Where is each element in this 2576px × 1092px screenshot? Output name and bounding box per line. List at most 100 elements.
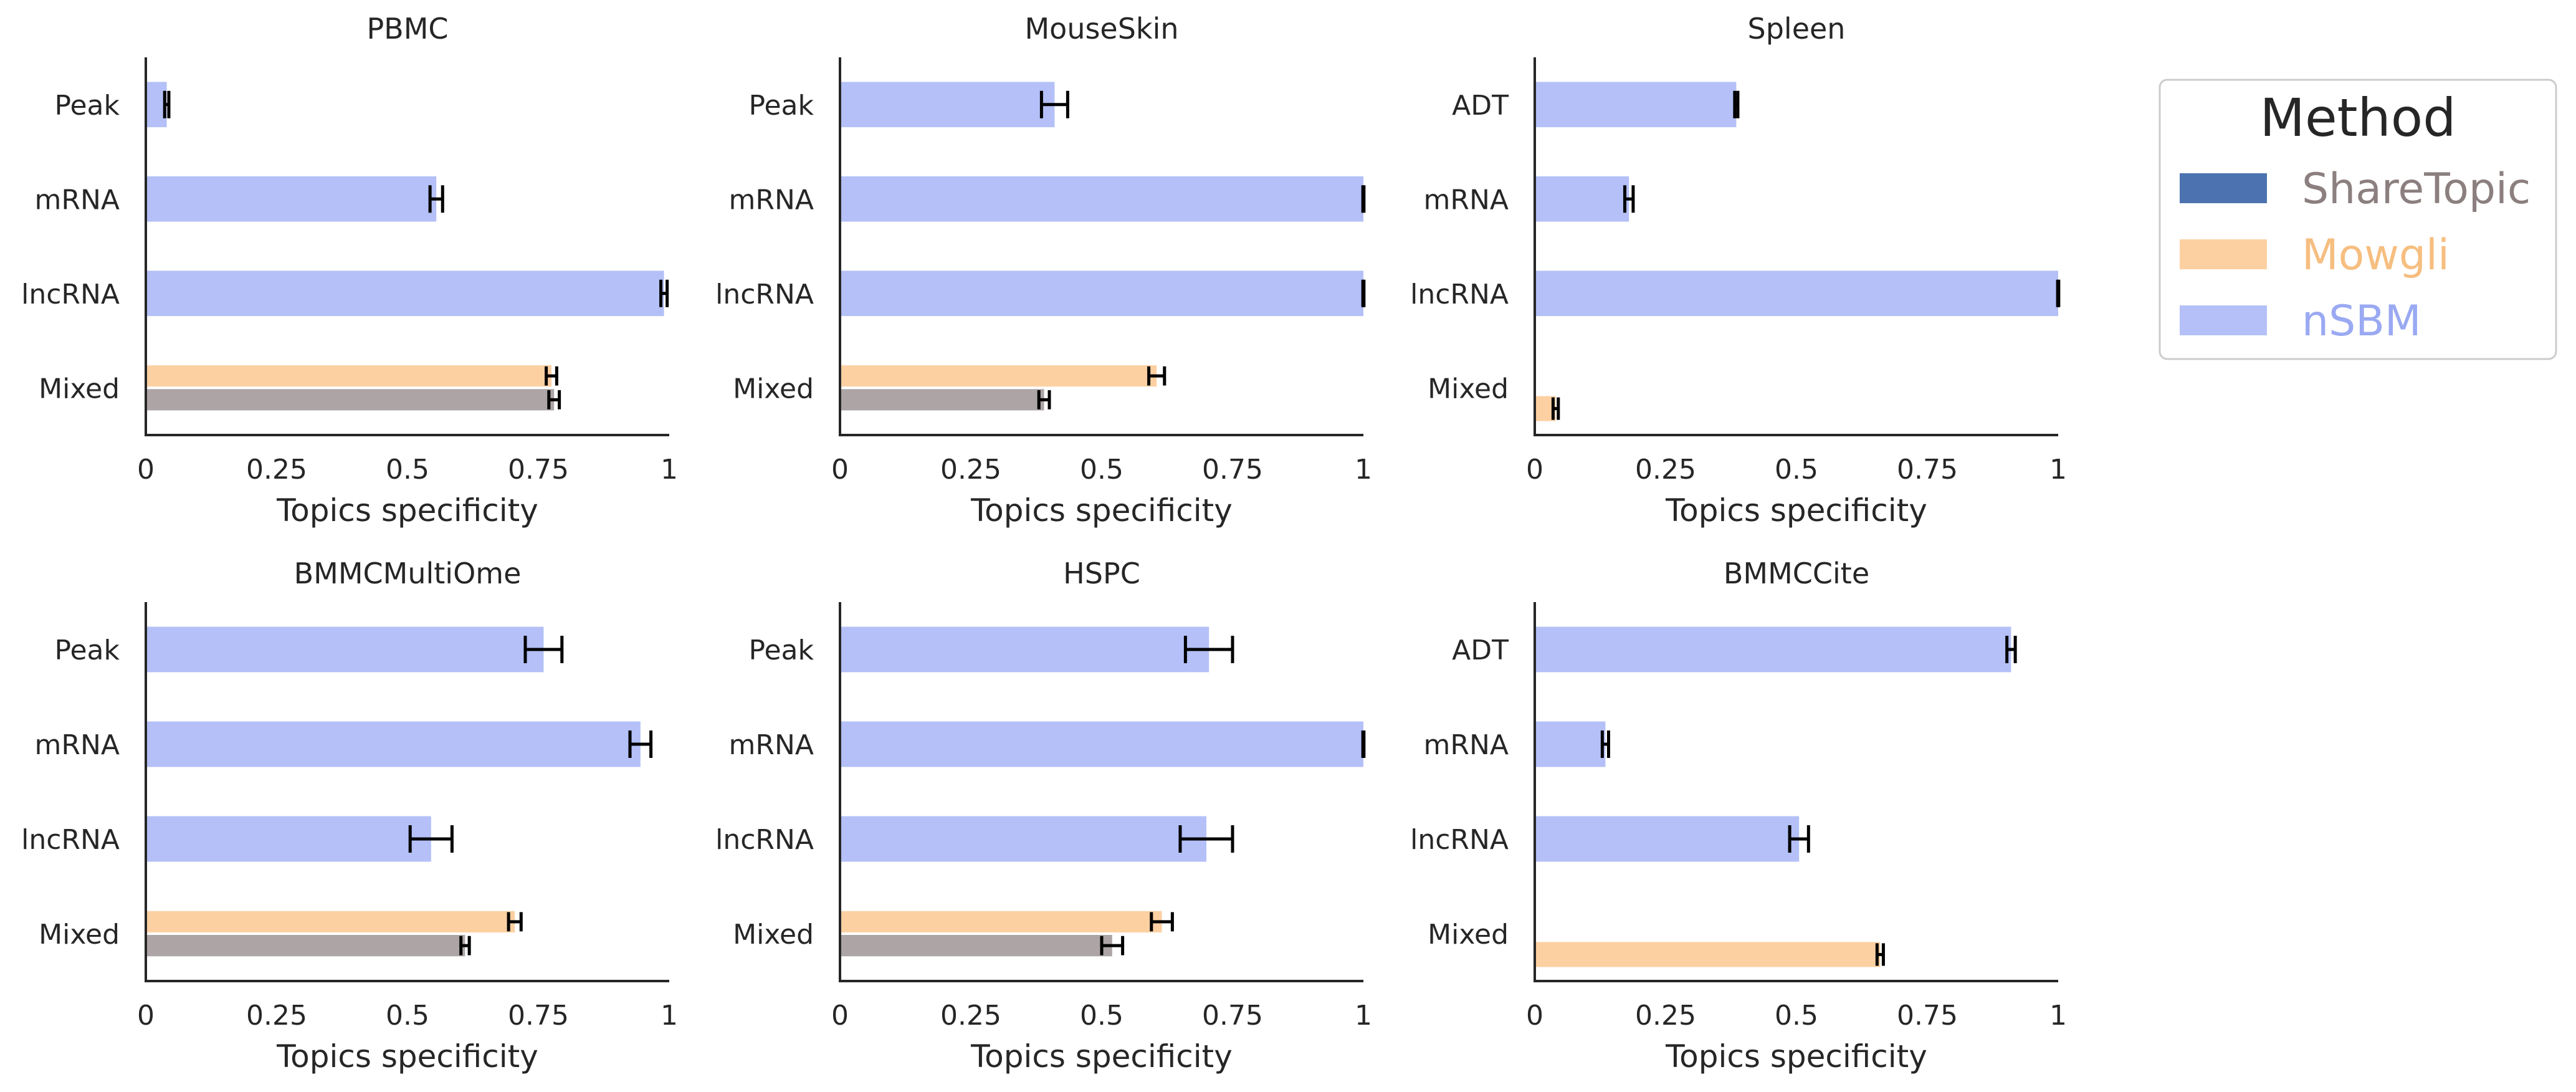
error-bar-nsbm-lncrna: [1178, 825, 1234, 853]
x-tick-label: 1: [661, 454, 678, 486]
bar-mowgli-mixed: [840, 911, 1162, 932]
category-label: Mixed: [733, 373, 814, 405]
bar-nsbm-lncrna: [146, 271, 664, 317]
error-bar-sharetopic-mixed: [547, 390, 561, 410]
x-axis-label: Topics specificity: [1665, 492, 1927, 529]
panel-mouseskin-1: MouseSkin Peak mRNA lncRNA Mixed 0 0.25 0.5 0.75…: [715, 12, 1372, 529]
category-label: Peak: [55, 90, 120, 122]
legend-label: nSBM: [2302, 297, 2421, 346]
bar-nsbm-lncrna: [1535, 816, 1800, 862]
legend-swatch: [2180, 239, 2267, 269]
legend-entry-mowgli: Mowgli: [2180, 231, 2450, 280]
error-bar-sharetopic-mixed: [459, 936, 471, 956]
category-label: mRNA: [729, 184, 814, 216]
x-tick-label: 0.25: [246, 454, 307, 486]
bar-sharetopic-mixed: [840, 935, 1112, 957]
category-label: Mixed: [1428, 919, 1509, 951]
x-tick-label: 0.5: [1080, 454, 1123, 486]
x-tick-label: 0.25: [1635, 454, 1696, 486]
x-tick-label: 0.75: [1202, 1000, 1263, 1032]
x-tick-label: 0.75: [508, 1000, 569, 1032]
legend-swatch: [2180, 305, 2267, 335]
x-tick-label: 0.5: [386, 454, 429, 486]
error-bar-nsbm-mrna: [428, 185, 444, 213]
category-label: lncRNA: [21, 279, 120, 310]
error-bar-nsbm-mrna: [1600, 730, 1610, 758]
bar-nsbm-lncrna: [1535, 271, 2058, 317]
x-tick-label: 0: [831, 454, 849, 486]
x-tick-label: 0: [831, 1000, 849, 1032]
category-label: lncRNA: [715, 279, 814, 310]
error-bar-nsbm-peak: [523, 636, 564, 663]
bar-nsbm-peak: [840, 82, 1055, 128]
error-bar-nsbm-mrna: [1361, 185, 1366, 213]
bar-sharetopic-mixed: [146, 389, 555, 411]
panel-title: BMMCCite: [1724, 557, 1869, 590]
panel-title: BMMCMultiOme: [294, 557, 522, 590]
x-tick-label: 0.5: [1775, 454, 1818, 486]
error-bar-nsbm-mrna: [1361, 730, 1366, 758]
x-tick-label: 0: [137, 1000, 155, 1032]
bar-nsbm-mrna: [840, 721, 1363, 767]
x-axis-label: Topics specificity: [276, 492, 538, 529]
x-tick-label: 0.25: [1635, 1000, 1696, 1032]
legend-entry-nsbm: nSBM: [2180, 297, 2421, 346]
legend: Method ShareTopic Mowgli nSBM: [2159, 79, 2557, 360]
bar-nsbm-lncrna: [840, 271, 1363, 317]
bar-sharetopic-mixed: [146, 935, 465, 957]
error-bar-mowgli-mixed: [1150, 912, 1174, 932]
x-tick-label: 0: [137, 454, 155, 486]
error-bar-mowgli-mixed: [545, 366, 558, 386]
x-axis-label: Topics specificity: [1665, 1038, 1927, 1075]
x-tick-label: 1: [2049, 454, 2067, 486]
category-label: mRNA: [729, 729, 814, 761]
x-axis-label: Topics specificity: [276, 1038, 538, 1075]
error-bar-mowgli-mixed: [1551, 397, 1560, 420]
x-tick-label: 0.75: [1897, 1000, 1958, 1032]
x-tick-label: 0.5: [386, 1000, 429, 1032]
error-bar-mowgli-mixed: [507, 912, 523, 932]
legend-swatch: [2180, 173, 2267, 203]
error-bar-nsbm-peak: [1039, 90, 1069, 118]
error-bar-nsbm-lncrna: [2056, 279, 2061, 307]
category-label: Peak: [749, 90, 814, 122]
category-label: Peak: [55, 635, 120, 666]
error-bar-sharetopic-mixed: [1100, 936, 1125, 956]
bar-mowgli-mixed: [146, 911, 515, 932]
error-bar-nsbm-adt: [2005, 636, 2017, 663]
x-tick-label: 1: [661, 1000, 678, 1032]
x-tick-label: 1: [1355, 454, 1372, 486]
category-label: Peak: [749, 635, 814, 666]
error-bar-nsbm-adt: [1733, 90, 1740, 118]
error-bar-sharetopic-mixed: [1037, 390, 1051, 410]
legend-label: ShareTopic: [2302, 165, 2531, 214]
bar-nsbm-adt: [1535, 82, 1737, 128]
error-bar-nsbm-lncrna: [1788, 825, 1810, 853]
x-tick-label: 0.25: [940, 1000, 1001, 1032]
bar-nsbm-mrna: [1535, 176, 1629, 222]
category-label: Mixed: [1428, 373, 1509, 405]
error-bar-mowgli-mixed: [1147, 366, 1166, 386]
category-label: Mixed: [39, 373, 120, 405]
category-label: lncRNA: [1410, 279, 1509, 310]
error-bar-nsbm-lncrna: [1361, 279, 1366, 307]
category-label: mRNA: [1424, 729, 1509, 761]
category-label: lncRNA: [1410, 824, 1509, 856]
panel-hspc-4: HSPC Peak mRNA lncRNA Mixed 0 0.25 0.5 0.75 1 Topi…: [715, 557, 1372, 1075]
panel-title: PBMC: [366, 12, 448, 46]
error-bar-mowgli-mixed: [1875, 943, 1885, 966]
category-label: lncRNA: [21, 824, 120, 856]
bar-mowgli-mixed: [146, 365, 551, 387]
bar-mowgli-mixed: [840, 365, 1157, 387]
category-label: mRNA: [1424, 184, 1509, 216]
bar-nsbm-peak: [146, 626, 544, 673]
category-label: Mixed: [39, 919, 120, 951]
category-label: lncRNA: [715, 824, 814, 856]
bar-nsbm-adt: [1535, 626, 2011, 673]
bar-nsbm-mrna: [146, 721, 641, 767]
legend-entries: ShareTopic Mowgli nSBM: [2180, 165, 2531, 346]
category-label: mRNA: [35, 184, 120, 216]
category-label: ADT: [1452, 90, 1509, 122]
panel-title: Spleen: [1748, 12, 1846, 46]
bar-nsbm-mrna: [146, 176, 437, 222]
